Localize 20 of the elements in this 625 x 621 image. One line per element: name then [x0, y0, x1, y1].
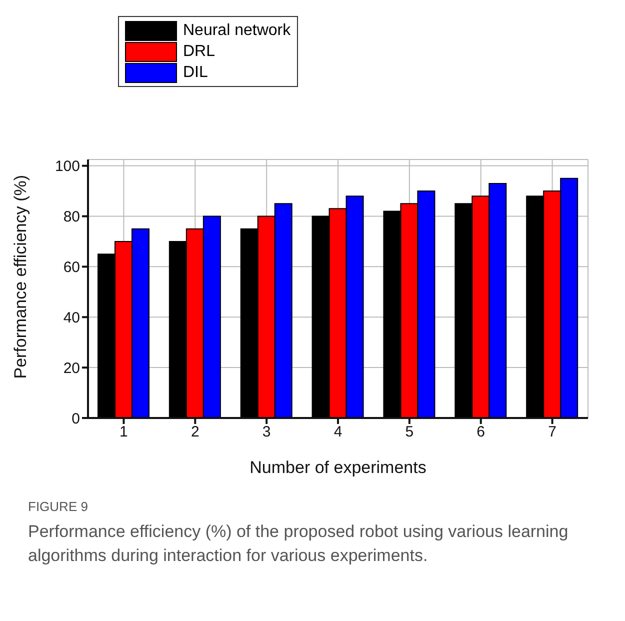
- y-tick-label: 20: [63, 360, 80, 377]
- x-tick-label: 6: [476, 424, 486, 441]
- caption: FIGURE 9: [28, 498, 89, 516]
- x-tick-label: 2: [190, 424, 200, 441]
- y-tick-label: 100: [54, 158, 80, 176]
- x-tick-label: 5: [405, 424, 414, 441]
- x-tick-label: 7: [548, 424, 556, 441]
- legend-label: Neural network: [183, 22, 291, 40]
- x-tick-label: 4: [334, 424, 342, 441]
- y-tick-label: 60: [63, 259, 80, 276]
- x-tick-label: 1: [120, 424, 128, 441]
- y-axis-title: Performance efficiency (%): [11, 174, 30, 379]
- legend-label: DIL: [183, 64, 208, 82]
- x-axis-title: Number of experiments: [250, 458, 426, 477]
- y-tick-label: 0: [72, 410, 80, 428]
- y-tick-label: 40: [63, 309, 80, 326]
- legend-label: DRL: [183, 42, 216, 60]
- y-tick-label: 80: [63, 208, 80, 226]
- x-tick-label: 3: [262, 424, 271, 441]
- text: Performance efficiency (%) of the proposed robot using various learning algorithms during interaction for various experiments.: [28, 521, 570, 567]
